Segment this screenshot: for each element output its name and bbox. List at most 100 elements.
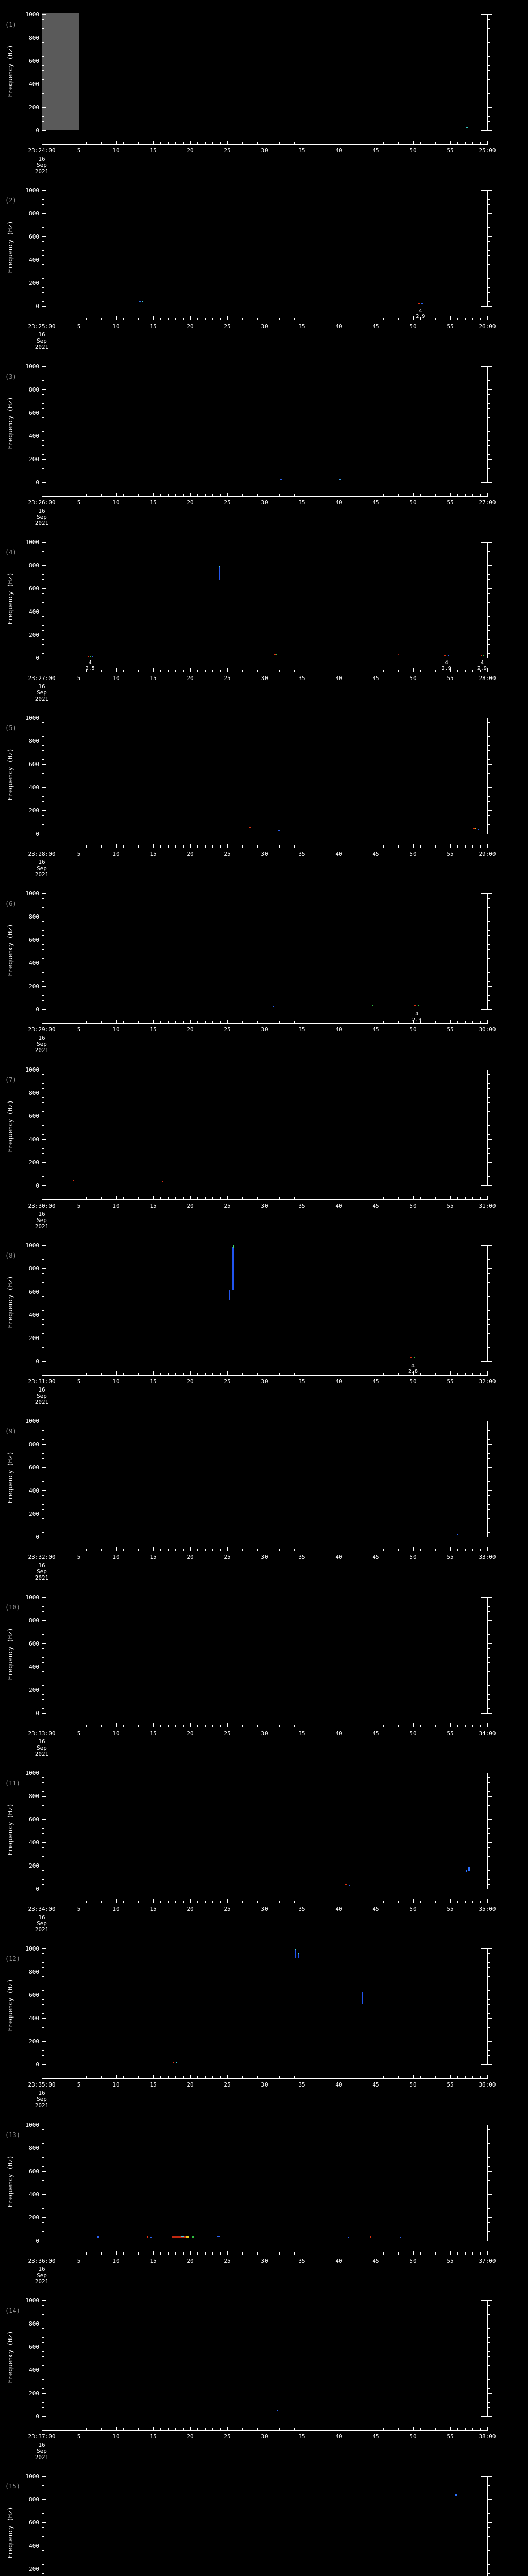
right-minor-tick — [488, 907, 490, 908]
x-minor-tick — [212, 670, 213, 672]
x-minor-tick — [49, 1901, 50, 1903]
right-minor-tick — [488, 1097, 490, 1098]
y-tick-label: 400 — [29, 2015, 39, 2022]
event-streak — [298, 1953, 300, 1954]
x-minor-tick — [220, 1901, 221, 1903]
x-minor-tick — [472, 2076, 473, 2078]
x-minor-tick — [279, 1373, 280, 1375]
x-minor-tick — [183, 2252, 184, 2255]
x-major-tick — [190, 668, 191, 672]
x-axis-start-time: 23:29:00 — [28, 1026, 56, 1033]
y-minor-tick — [42, 773, 44, 774]
x-minor-tick — [160, 1549, 161, 1551]
x-major-tick — [227, 844, 228, 848]
y-major-tick — [42, 810, 46, 811]
y-minor-tick — [42, 935, 44, 936]
right-major-tick — [488, 1819, 492, 1820]
x-axis-date-line: 16 — [38, 2090, 45, 2096]
x-minor-tick — [398, 318, 399, 320]
right-axis-bottom-stub — [481, 1185, 487, 1186]
y-tick-label: 600 — [29, 233, 39, 240]
y-axis-title: Frequency (Hz) — [7, 924, 14, 976]
right-minor-tick — [488, 2550, 490, 2551]
y-tick-label: 1000 — [25, 1418, 40, 1425]
event-tag-label: 4 — [419, 308, 422, 314]
x-tick-label: 20 — [187, 1730, 194, 1737]
x-minor-tick — [480, 142, 481, 144]
spectrogram-panel: (8) Frequency (Hz) 0 200 400 600 800 1000 5 10 15 2… — [0, 1231, 528, 1406]
x-minor-tick — [472, 1021, 473, 1023]
x-tick-label: 45 — [372, 1554, 380, 1561]
x-tick-label: 35 — [298, 1730, 305, 1737]
x-minor-tick — [480, 2252, 481, 2255]
x-minor-tick — [465, 2428, 466, 2430]
x-tick-label: 15 — [150, 1202, 157, 1209]
x-minor-tick — [49, 2428, 50, 2430]
x-tick-label: 40 — [335, 2258, 342, 2264]
y-axis-title: Frequency (Hz) — [7, 2506, 14, 2559]
y-minor-tick — [42, 745, 44, 746]
x-tick-label: 10 — [112, 499, 120, 506]
y-tick-label: 0 — [36, 2061, 39, 2068]
x-major-tick — [227, 1196, 228, 1199]
x-axis-date-line: Sep — [37, 337, 47, 344]
right-minor-tick — [488, 958, 490, 959]
x-minor-tick — [294, 1901, 295, 1903]
x-minor-tick — [279, 2076, 280, 2078]
x-minor-tick — [465, 1549, 466, 1551]
x-minor-tick — [420, 1549, 421, 1551]
x-minor-tick — [457, 845, 458, 848]
x-major-tick — [227, 316, 228, 320]
y-tick-label: 600 — [29, 2168, 39, 2175]
x-major-tick — [190, 2251, 191, 2255]
y-minor-tick — [42, 1518, 44, 1519]
x-minor-tick — [86, 1197, 87, 1199]
x-minor-tick — [212, 142, 213, 144]
x-axis-start-time: 23:33:00 — [28, 1730, 56, 1737]
x-minor-tick — [123, 318, 124, 320]
event-dot — [443, 655, 446, 656]
x-tick-label: 55 — [447, 1554, 454, 1561]
x-axis-date-line: 2021 — [35, 1047, 49, 1054]
spectrogram-panel: (7) Frequency (Hz) 0 200 400 600 800 1000 5 10 15 2… — [0, 1055, 528, 1231]
right-minor-tick — [488, 380, 490, 381]
right-minor-tick — [488, 116, 490, 117]
x-axis-start-time: 23:36:00 — [28, 2258, 56, 2264]
y-minor-tick — [42, 1347, 44, 1348]
event-tag-label: 2.8 — [408, 1369, 418, 1375]
x-minor-tick — [472, 2428, 473, 2430]
y-minor-tick — [42, 1879, 44, 1880]
right-major-tick — [488, 459, 492, 460]
x-minor-tick — [160, 1373, 161, 1375]
y-tick-label: 1000 — [25, 2122, 40, 2128]
x-minor-tick — [294, 845, 295, 848]
y-minor-tick — [42, 616, 44, 617]
right-major-tick — [488, 764, 492, 765]
y-minor-tick — [42, 644, 44, 645]
x-minor-tick — [49, 845, 50, 848]
right-major-tick — [488, 2217, 492, 2218]
x-minor-tick — [435, 1373, 436, 1375]
x-minor-tick — [472, 1373, 473, 1375]
y-minor-tick — [42, 2536, 44, 2537]
event-dot — [456, 1534, 458, 1535]
right-minor-tick — [488, 2573, 490, 2574]
right-minor-tick — [488, 1967, 490, 1968]
x-minor-tick — [472, 1549, 473, 1551]
x-minor-tick — [205, 1549, 206, 1551]
right-minor-tick — [488, 454, 490, 455]
x-minor-tick — [457, 670, 458, 672]
x-major-tick — [487, 1899, 488, 1903]
x-minor-tick — [398, 2076, 399, 2078]
right-minor-tick — [488, 1694, 490, 1695]
x-major-tick — [227, 1547, 228, 1551]
x-tick-label: 10 — [112, 1730, 120, 1737]
y-minor-tick — [42, 2337, 44, 2338]
x-minor-tick — [279, 1197, 280, 1199]
y-minor-tick — [42, 2573, 44, 2574]
x-tick-label: 5 — [77, 499, 81, 506]
right-minor-tick — [488, 995, 490, 996]
y-minor-tick — [42, 1273, 44, 1274]
x-axis-date-line: 16 — [38, 2442, 45, 2448]
